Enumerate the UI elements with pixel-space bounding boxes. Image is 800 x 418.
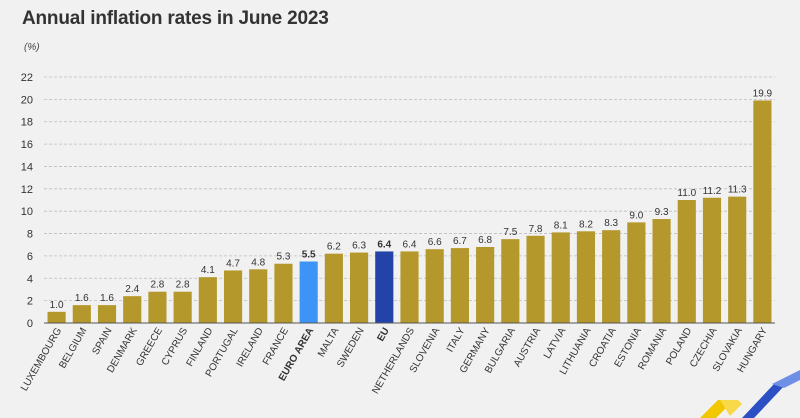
bar [425, 249, 444, 323]
bar-value-label: 2.8 [150, 280, 164, 291]
y-tick-label: 20 [21, 94, 33, 106]
y-tick-label: 16 [21, 139, 33, 151]
bar-value-label: 4.1 [201, 265, 215, 276]
bar-value-label: 11.2 [703, 186, 722, 197]
bar-value-label: 6.4 [377, 239, 391, 250]
y-tick-label: 8 [27, 229, 33, 241]
bar-value-label: 4.8 [251, 257, 265, 268]
bar-value-label: 1.6 [75, 293, 89, 304]
bar [123, 296, 142, 323]
y-tick-label: 12 [21, 184, 33, 196]
bar-value-label: 2.8 [176, 280, 190, 291]
bar [476, 246, 495, 323]
bar [602, 230, 621, 323]
bar-value-label: 1.0 [50, 300, 64, 311]
bar-value-label: 8.2 [579, 219, 593, 230]
bar-value-label: 6.4 [403, 239, 417, 250]
bar-value-label: 9.0 [629, 210, 643, 221]
bar [627, 222, 646, 323]
bar [400, 251, 419, 323]
bar [223, 270, 243, 323]
bar [450, 248, 469, 323]
x-category-label: SPAIN [90, 326, 114, 357]
bar [324, 253, 343, 323]
eurostat-logo-icon [700, 370, 800, 418]
bar-value-label: 9.3 [655, 207, 669, 218]
bar [526, 235, 545, 323]
y-tick-label: 18 [21, 117, 33, 129]
bar-value-label: 8.3 [604, 218, 618, 229]
y-tick-label: 14 [21, 161, 33, 173]
y-tick-label: 22 [21, 72, 33, 84]
bar-value-label: 6.6 [428, 237, 442, 248]
bar [148, 291, 167, 323]
bar [728, 196, 747, 323]
bar [97, 305, 117, 323]
bar-value-label: 1.6 [100, 293, 114, 304]
bar [72, 305, 91, 323]
bar-value-label: 6.8 [478, 235, 492, 246]
y-axis-unit-label: (%) [24, 42, 40, 53]
bar [501, 239, 520, 323]
bar-value-label: 7.5 [503, 227, 517, 238]
y-tick-label: 6 [27, 251, 33, 263]
x-category-label: EU [375, 326, 391, 344]
bar-value-label: 6.7 [453, 236, 467, 247]
bar [299, 261, 318, 323]
bar [702, 197, 722, 323]
chart-title: Annual inflation rates in June 2023 [22, 8, 329, 29]
bar [274, 263, 293, 323]
bar-value-label: 2.4 [125, 284, 139, 295]
bar-value-label: 19.9 [753, 88, 773, 99]
bar [576, 231, 596, 323]
bar-value-label: 11.0 [677, 188, 696, 199]
bar [350, 252, 369, 323]
bar-value-label: 4.7 [226, 258, 240, 269]
bar [249, 269, 268, 323]
x-category-label: MALTA [316, 326, 342, 359]
bar [551, 232, 570, 323]
bar-value-label: 11.3 [728, 185, 747, 196]
bar [677, 200, 696, 323]
y-tick-label: 0 [27, 318, 33, 330]
bar [375, 251, 394, 323]
x-category-label: LUXEMBOURG [19, 326, 64, 393]
bar [652, 219, 671, 323]
bar-value-label: 5.3 [277, 252, 291, 263]
bar-value-label: 7.8 [529, 224, 543, 235]
bar [47, 311, 66, 323]
bar-value-label: 8.1 [554, 220, 568, 231]
bar-value-label: 6.3 [352, 241, 366, 252]
bar [173, 291, 192, 323]
y-tick-label: 10 [21, 206, 33, 218]
x-category-label: ITALY [445, 326, 468, 355]
y-tick-label: 2 [27, 296, 33, 308]
y-tick-label: 4 [27, 273, 33, 285]
bar-value-label: 5.5 [302, 250, 316, 261]
bar [753, 100, 772, 324]
bar [198, 277, 217, 323]
x-category-label: LATVIA [542, 326, 569, 361]
bar-value-label: 6.2 [327, 242, 341, 253]
